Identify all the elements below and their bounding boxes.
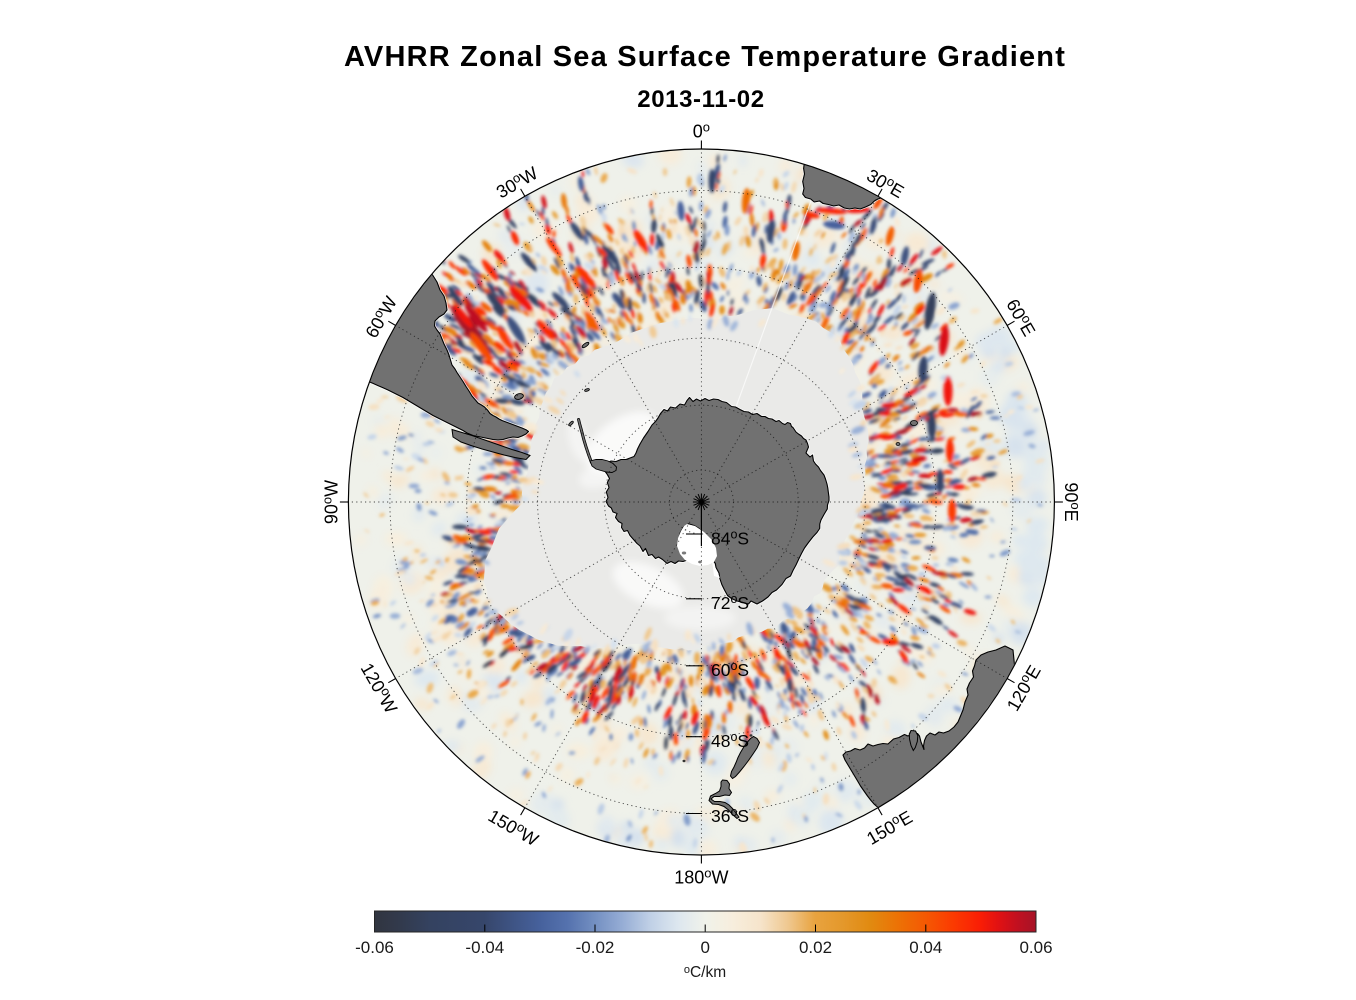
svg-text:60oS: 60oS — [711, 659, 749, 680]
svg-text:-0.06: -0.06 — [355, 938, 394, 957]
svg-text:-0.02: -0.02 — [576, 938, 615, 957]
svg-text:0o: 0o — [693, 119, 710, 141]
svg-text:48oS: 48oS — [711, 730, 749, 751]
svg-text:0.02: 0.02 — [799, 938, 832, 957]
svg-text:2013-11-02: 2013-11-02 — [637, 86, 764, 113]
svg-text:90oW: 90oW — [320, 480, 342, 524]
svg-text:84oS: 84oS — [711, 528, 749, 549]
svg-text:0.06: 0.06 — [1019, 938, 1052, 957]
svg-text:90oE: 90oE — [1061, 482, 1083, 521]
svg-text:0: 0 — [700, 938, 709, 957]
svg-text:0.04: 0.04 — [909, 938, 942, 957]
svg-text:oC/km: oC/km — [684, 964, 726, 981]
svg-text:36oS: 36oS — [711, 805, 749, 826]
svg-text:180oW: 180oW — [674, 865, 728, 887]
svg-text:72oS: 72oS — [711, 592, 749, 613]
svg-text:AVHRR Zonal Sea Surface Temper: AVHRR Zonal Sea Surface Temperature Grad… — [344, 41, 1066, 73]
svg-text:-0.04: -0.04 — [465, 938, 504, 957]
